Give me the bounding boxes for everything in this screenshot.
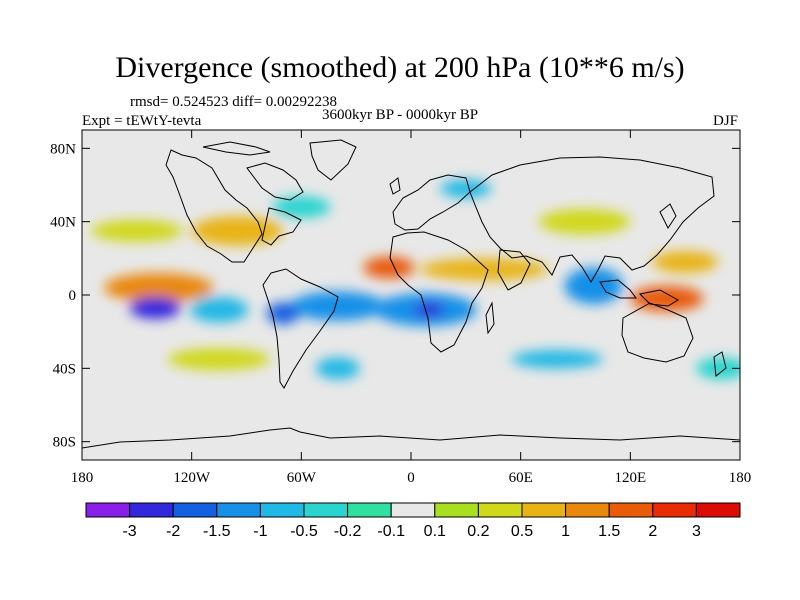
colorbar-label: -1.5 <box>203 523 231 540</box>
field-blob-13 <box>91 219 183 242</box>
colorbar-swatch <box>172 502 218 518</box>
field-blob-3 <box>290 291 386 321</box>
divergence-field <box>91 179 740 380</box>
x-tick-label: 180 <box>729 470 752 486</box>
colorbar-label: -1 <box>253 523 267 540</box>
x-tick-label: 0 <box>407 470 415 486</box>
y-tick-label: 80N <box>50 141 76 157</box>
colorbar-swatch <box>347 502 392 518</box>
coastlines <box>82 139 740 449</box>
colorbar-label: -0.5 <box>290 523 318 540</box>
colorbar: -3 -2 -1.5 -1 -0.5 -0.2 -0.1 0.1 0.2 0.5 1 1.5 2 3 <box>85 502 741 540</box>
period-label: 3600kyr BP - 0000kyr BP <box>321 107 479 123</box>
colorbar-label: 2 <box>648 523 657 540</box>
colorbar-swatch <box>85 502 131 518</box>
colorbar-label: 0.1 <box>424 523 446 540</box>
field-blob-6 <box>266 302 300 325</box>
y-tick-label: 0 <box>69 288 77 304</box>
stats-label: rmsd= 0.524523 diff= 0.00292238 <box>130 94 338 110</box>
field-blob-12 <box>191 216 284 246</box>
colorbar-swatch <box>565 502 610 518</box>
colorbar-label: -0.2 <box>334 523 362 540</box>
x-tick-label: 180 <box>71 470 94 486</box>
field-blob-16 <box>167 348 271 371</box>
x-tick-label: 60E <box>509 470 533 486</box>
x-axis: 180 120W 60W 0 60E 120E 180 <box>71 130 752 486</box>
field-blob-10 <box>564 267 624 305</box>
x-tick-label: 120E <box>614 470 646 486</box>
colorbar-label: 0.5 <box>511 523 533 540</box>
colorbar-label: -3 <box>122 523 136 540</box>
colorbar-swatch <box>652 502 697 518</box>
y-tick-label: 40S <box>53 361 76 377</box>
y-tick-label: 80S <box>53 435 76 451</box>
field-blob-11 <box>652 251 719 273</box>
colorbar-swatch <box>390 502 436 518</box>
colorbar-swatch <box>695 502 741 518</box>
field-blob-2 <box>189 296 249 323</box>
colorbar-label: -2 <box>166 523 180 540</box>
colorbar-swatch <box>216 502 261 518</box>
field-blob-20 <box>272 196 331 218</box>
field-blob-14 <box>538 208 631 235</box>
field-blob-19 <box>440 179 492 198</box>
field-blob-0 <box>103 273 214 303</box>
colorbar-swatch <box>129 502 174 518</box>
colorbar-label: 1.5 <box>598 523 620 540</box>
colorbar-label: -0.1 <box>377 523 405 540</box>
x-tick-label: 120W <box>173 470 211 486</box>
chart-title: Divergence (smoothed) at 200 hPa (10**6 … <box>115 51 685 84</box>
colorbar-label: 0.2 <box>467 523 489 540</box>
field-blob-17 <box>315 357 360 380</box>
colorbar-swatch <box>303 502 349 518</box>
season-label: DJF <box>712 113 738 129</box>
field-blob-7 <box>363 256 415 279</box>
y-axis: 80N 40N 0 40S 80S <box>50 141 740 451</box>
colorbar-swatch <box>434 502 479 518</box>
colorbar-label: 3 <box>692 523 701 540</box>
colorbar-label: 1 <box>561 523 570 540</box>
colorbar-swatch <box>259 502 305 518</box>
x-tick-label: 60W <box>287 470 317 486</box>
field-blob-18 <box>696 357 740 380</box>
colorbar-swatch <box>608 502 654 518</box>
y-tick-label: 40N <box>50 215 76 231</box>
experiment-label: Expt = tEWtY-tevta <box>82 113 202 129</box>
field-blob-8 <box>420 258 549 281</box>
field-blob-1 <box>129 296 181 319</box>
colorbar-swatch <box>521 502 567 518</box>
field-blob-15 <box>511 350 603 369</box>
field-blob-5 <box>414 302 444 317</box>
colorbar-swatch <box>477 502 523 518</box>
